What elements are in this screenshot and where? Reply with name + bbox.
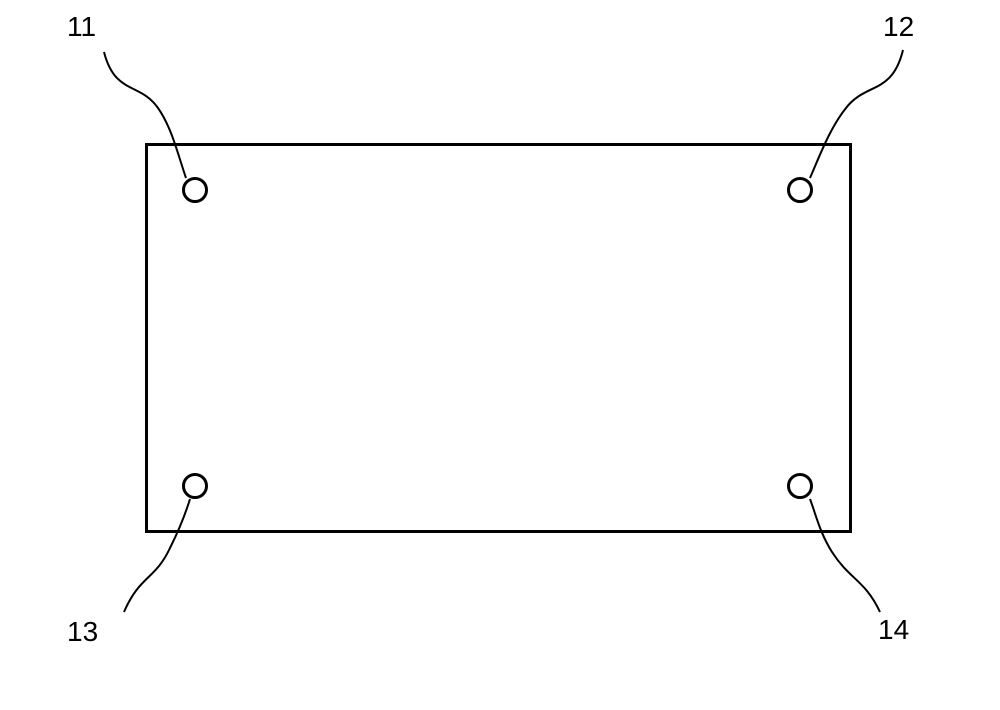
hole-13 bbox=[182, 473, 208, 499]
label-11: 11 bbox=[67, 11, 96, 43]
hole-14 bbox=[787, 473, 813, 499]
hole-12 bbox=[787, 177, 813, 203]
hole-11 bbox=[182, 177, 208, 203]
label-12: 12 bbox=[883, 11, 914, 43]
diagram-canvas: 11 12 13 14 bbox=[0, 0, 1000, 710]
label-14: 14 bbox=[878, 614, 909, 646]
plate-rectangle bbox=[145, 143, 852, 533]
label-13: 13 bbox=[67, 616, 98, 648]
